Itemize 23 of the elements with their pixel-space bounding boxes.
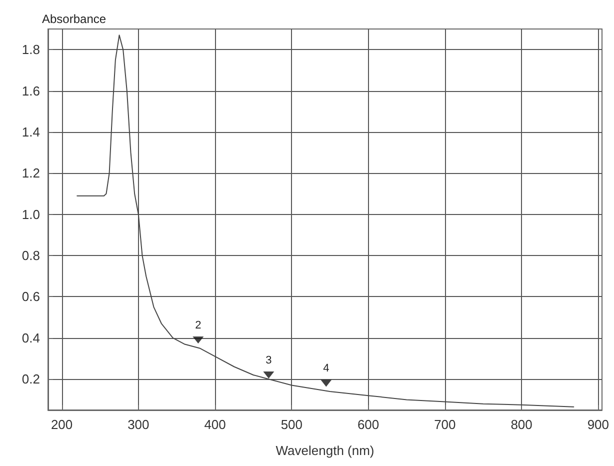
x-tick-label: 300: [128, 417, 150, 432]
y-tick-label: 0.2: [22, 372, 40, 387]
line-series: [76, 34, 574, 408]
y-axis-title: Absorbance: [42, 12, 106, 26]
y-tick-label: 0.4: [22, 330, 40, 346]
annotation: 4: [323, 362, 330, 375]
x-tick-label: 400: [204, 417, 226, 432]
x-tick-label: 700: [434, 417, 456, 432]
x-tick-label: 200: [50, 417, 73, 432]
annotation: 3: [266, 354, 272, 366]
x-tick-label: 500: [280, 417, 303, 432]
y-tick-label: 1.4: [22, 124, 40, 140]
y-tick-label: 1.2: [22, 166, 40, 181]
y-tick-label: 1.8: [22, 42, 40, 58]
annotation: 2: [195, 319, 202, 332]
y-tick-label: 0.8: [22, 248, 40, 264]
y-tick-label: 1.6: [22, 83, 40, 98]
x-tick-label: 800: [510, 417, 532, 432]
x-axis-title: Wavelength (nm): [276, 443, 374, 458]
y-tick-label: 1.0: [22, 206, 40, 222]
x-tick-label: 600: [357, 417, 380, 432]
x-tick-label: 900: [587, 417, 610, 432]
y-tick-label: 0.6: [22, 289, 40, 304]
